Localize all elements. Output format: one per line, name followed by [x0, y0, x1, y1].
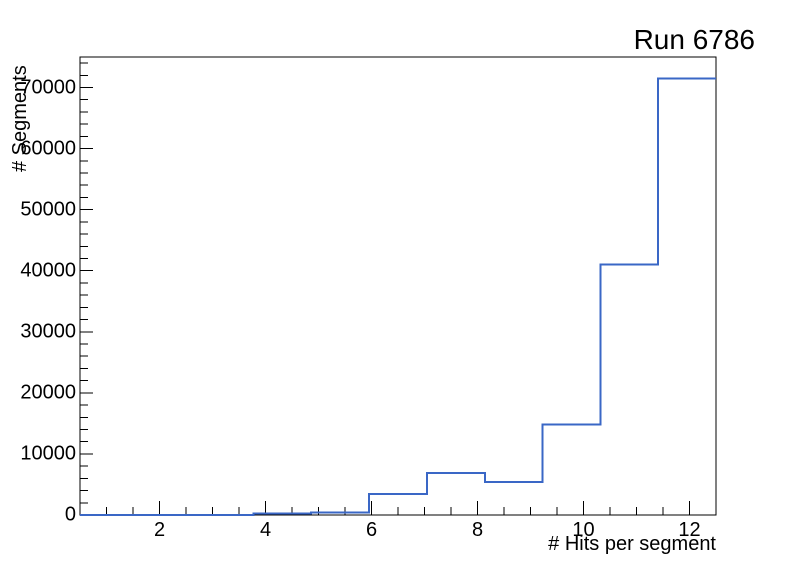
x-axis-title: # Hits per segment — [548, 533, 716, 555]
y-tick-label: 30000 — [20, 320, 76, 343]
y-tick-label: 60000 — [20, 137, 76, 160]
axis-ticks — [80, 62, 690, 516]
x-tick-label: 10 — [572, 519, 595, 541]
y-tick-label: 50000 — [20, 198, 76, 221]
y-tick-label: 40000 — [20, 259, 76, 282]
plot-frame — [79, 56, 717, 516]
y-axis-title: # Segments — [9, 65, 31, 172]
x-tick-label: 2 — [153, 519, 166, 541]
x-tick-label: 6 — [365, 519, 378, 541]
y-tick-label: 10000 — [20, 442, 76, 465]
x-tick-label: 4 — [259, 519, 272, 541]
histogram-line — [80, 77, 716, 516]
chart-title: Run 6786 — [633, 24, 755, 55]
x-tick-label: 12 — [678, 519, 701, 541]
y-tick-label: 0 — [64, 503, 76, 526]
y-tick-label: 70000 — [20, 76, 76, 99]
y-tick-label: 20000 — [20, 381, 76, 404]
x-tick-label: 8 — [471, 519, 484, 541]
